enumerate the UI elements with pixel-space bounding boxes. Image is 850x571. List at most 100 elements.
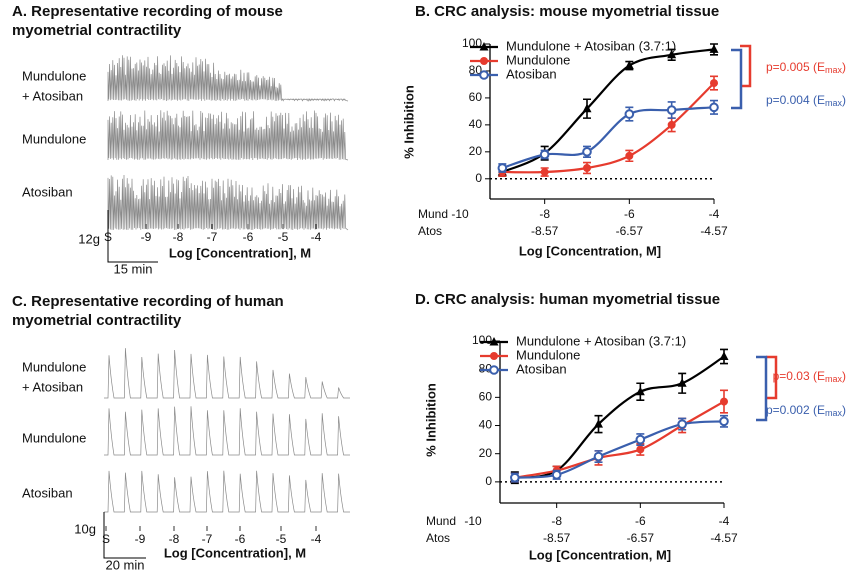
fit-curve xyxy=(514,400,725,479)
row-label: Mundulone xyxy=(22,430,86,445)
row-label: + Atosiban xyxy=(22,379,83,394)
data-point xyxy=(510,472,520,483)
scale-bar xyxy=(107,210,158,263)
stim-label: -8 xyxy=(169,532,180,546)
data-point xyxy=(709,44,719,53)
x2-tick-label: -6.57 xyxy=(616,224,644,238)
row-label: Atosiban xyxy=(22,485,73,500)
stim-label: -8 xyxy=(173,230,184,244)
data-point xyxy=(677,419,687,429)
row-label: Mundulone xyxy=(22,131,86,146)
x2-tick-label: -8.57 xyxy=(531,224,559,238)
x-axis-name: Mund xyxy=(426,514,456,528)
data-point xyxy=(625,151,634,160)
legend-marker xyxy=(489,337,499,346)
x-tick-label: -6 xyxy=(624,207,635,221)
data-point xyxy=(635,386,645,396)
p-value-text: p=0.004 (E xyxy=(766,93,825,107)
p-value-sub: max xyxy=(825,65,843,75)
x2-tick-label: -8.57 xyxy=(543,531,571,545)
y-axis-title: % Inhibition xyxy=(423,383,438,457)
p-value-text: ) xyxy=(842,403,846,417)
x-axis-name: Mund xyxy=(418,207,448,221)
recording-trace xyxy=(107,174,349,231)
legend-marker xyxy=(490,352,498,360)
data-point xyxy=(677,378,687,387)
data-point xyxy=(709,102,719,113)
x2-tick-label: -4.57 xyxy=(710,531,738,545)
x-tick-label: -8 xyxy=(539,207,550,221)
y-axis-title: % Inhibition xyxy=(401,85,416,159)
y-tick-label: 20 xyxy=(469,144,483,158)
data-point xyxy=(539,149,550,160)
p-value-text: p=0.002 (E xyxy=(766,403,825,417)
legend-marker xyxy=(479,70,489,80)
recording-trace xyxy=(104,406,350,456)
stim-label: -4 xyxy=(311,230,322,244)
data-point xyxy=(720,397,728,406)
row-label: Mundulone xyxy=(22,68,86,83)
y-tick-label: 0 xyxy=(485,474,492,488)
p-value-sub: max xyxy=(825,98,843,108)
data-point xyxy=(583,164,591,172)
x-tick-label: -4 xyxy=(709,207,720,221)
recording-trace xyxy=(107,55,349,102)
x-axis-title: Log [Concentration], M xyxy=(164,545,306,560)
p-value-text: ) xyxy=(842,60,846,74)
recording-trace xyxy=(107,110,349,161)
legend-marker xyxy=(489,365,499,375)
y-tick-label: 80 xyxy=(479,361,493,375)
legend-label: Atosiban xyxy=(516,361,567,376)
x2-tick-label: -6.57 xyxy=(627,531,655,545)
x-tick-label: -6 xyxy=(635,514,646,528)
data-point xyxy=(624,109,635,119)
stim-label: -7 xyxy=(202,532,213,546)
legend-label: Mundulone xyxy=(506,52,570,67)
panel-title: A. Representative recording of mouse xyxy=(12,3,283,20)
significance-bracket xyxy=(756,355,768,422)
data-point xyxy=(540,168,549,177)
data-point xyxy=(497,163,508,173)
data-point xyxy=(624,60,634,70)
x-tick-label: -10 xyxy=(464,514,482,528)
row-label: + Atosiban xyxy=(22,88,83,103)
data-point xyxy=(719,351,729,360)
p-value-text: ) xyxy=(842,93,846,107)
x-tick-label: -10 xyxy=(451,207,469,221)
p-value-text: p=0.03 (E xyxy=(773,369,825,383)
y-tick-label: 40 xyxy=(479,418,493,432)
chart-title: D. CRC analysis: human myometrial tissue xyxy=(415,291,720,308)
panel-title: myometrial contractility xyxy=(12,22,182,39)
y-tick-label: 20 xyxy=(479,446,493,460)
data-point xyxy=(582,103,592,113)
legend-label: Mundulone + Atosiban (3.7:1) xyxy=(506,38,676,53)
scale-x-label: 15 min xyxy=(113,261,152,276)
scale-y-label: 12g xyxy=(78,231,100,246)
data-point xyxy=(551,470,562,480)
scale-y-label: 10g xyxy=(74,521,96,536)
data-point xyxy=(667,49,677,59)
significance-bracket xyxy=(766,355,778,400)
stim-label: -9 xyxy=(141,230,152,244)
data-point xyxy=(635,434,646,445)
recording-trace xyxy=(104,348,350,399)
significance-bracket xyxy=(731,48,743,110)
p-value-label: p=0.03 (Emax) xyxy=(773,369,846,384)
stim-label: -9 xyxy=(135,532,146,546)
p-value-label: p=0.005 (Emax) xyxy=(766,60,846,75)
p-value-text: p=0.005 (E xyxy=(766,60,825,74)
y-tick-label: 80 xyxy=(469,63,483,77)
p-value-text: ) xyxy=(842,369,846,383)
legend-label: Mundulone xyxy=(516,347,580,362)
data-point xyxy=(636,445,645,454)
x2-tick-label: -4.57 xyxy=(700,224,728,238)
y-tick-label: 60 xyxy=(479,390,493,404)
x2-axis-name: Atos xyxy=(426,531,450,545)
stim-label: -4 xyxy=(311,532,322,546)
y-tick-label: 0 xyxy=(475,171,482,185)
p-value-sub: max xyxy=(825,374,843,384)
x2-axis-name: Atos xyxy=(418,224,442,238)
y-tick-label: 40 xyxy=(469,117,483,131)
data-point xyxy=(593,451,604,462)
x-tick-label: -8 xyxy=(551,514,562,528)
